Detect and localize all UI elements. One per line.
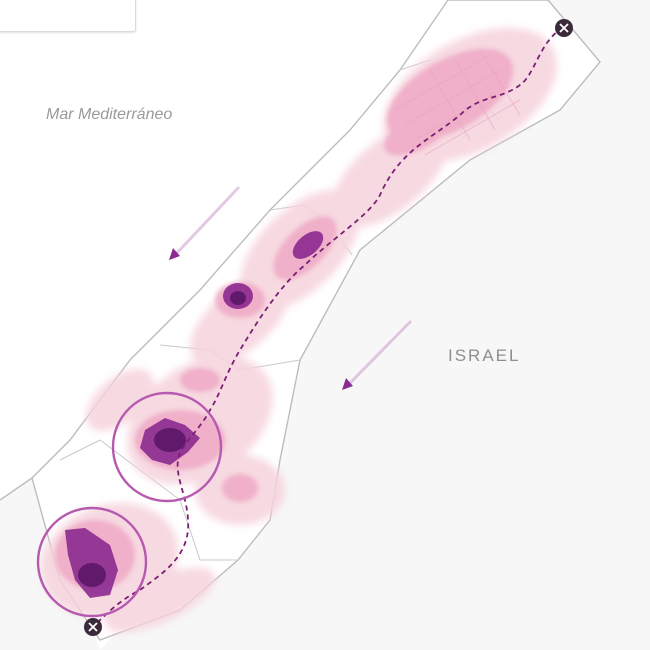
highlight-circle-rafah (36, 506, 148, 618)
highlight-circle-khan-younis (111, 391, 223, 503)
egypt-border (0, 477, 33, 501)
sea-label: Mar Mediterráneo (46, 106, 173, 123)
x-circle-icon (84, 618, 102, 636)
israel-land (100, 0, 650, 650)
x-circle-icon (555, 19, 573, 37)
arrow-southwest-icon (169, 186, 240, 260)
legend-box (0, 0, 136, 32)
country-label-israel: ISRAEL (448, 346, 521, 365)
route-line (92, 27, 564, 628)
arrow-southwest-icon (342, 320, 412, 390)
density-core (78, 291, 246, 587)
